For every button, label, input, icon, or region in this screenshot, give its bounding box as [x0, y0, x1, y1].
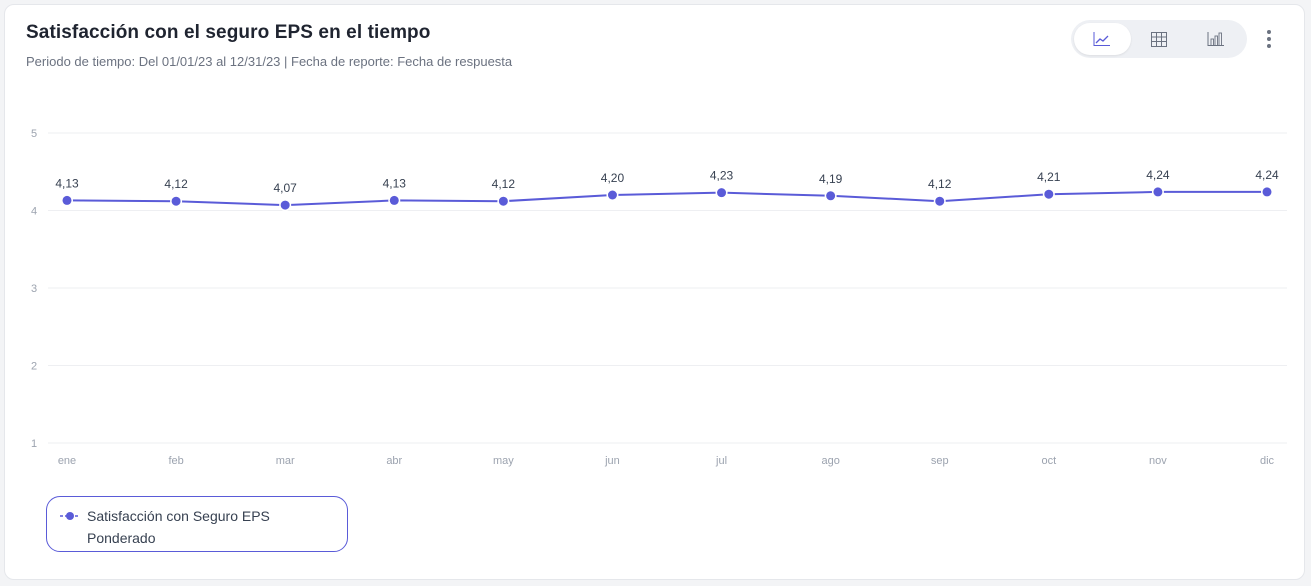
y-tick-label: 4 [31, 206, 37, 218]
bar-chart-icon [1207, 32, 1224, 46]
table-view-button[interactable] [1131, 23, 1188, 55]
chart-title: Satisfacción con el seguro EPS en el tie… [26, 22, 431, 43]
data-label: 4,07 [274, 181, 298, 195]
data-label: 4,21 [1037, 170, 1061, 184]
y-tick-label: 5 [31, 128, 37, 140]
chart-card [4, 4, 1305, 580]
chart-legend[interactable]: Satisfacción con Seguro EPS Ponderado [46, 496, 348, 552]
x-tick-label: sep [931, 455, 949, 467]
data-label: 4,20 [601, 171, 625, 185]
x-tick-label: feb [168, 455, 183, 467]
data-label: 4,23 [710, 169, 734, 183]
x-tick-label: nov [1149, 455, 1167, 467]
data-point [717, 188, 727, 198]
x-tick-label: jul [715, 455, 727, 467]
data-point [498, 196, 508, 206]
data-point [607, 190, 617, 200]
x-tick-label: mar [276, 455, 295, 467]
legend-series-label: Satisfacción con Seguro EPS Ponderado [87, 508, 270, 546]
data-label: 4,24 [1146, 168, 1170, 182]
data-label: 4,12 [928, 177, 952, 191]
chart-subtitle: Periodo de tiempo: Del 01/01/23 al 12/31… [26, 54, 513, 69]
x-tick-label: dic [1260, 455, 1275, 467]
data-point [62, 195, 72, 205]
y-tick-label: 1 [31, 438, 37, 450]
series-line [66, 190, 1267, 207]
data-point [280, 200, 290, 210]
data-point [935, 196, 945, 206]
bar-chart-view-button[interactable] [1187, 23, 1244, 55]
data-point [1044, 189, 1054, 199]
line-chart-view-button[interactable] [1074, 23, 1131, 55]
data-point [1262, 187, 1272, 197]
x-tick-label: may [493, 455, 514, 467]
table-icon [1151, 31, 1167, 47]
data-point [826, 191, 836, 201]
x-tick-label: ago [821, 455, 839, 467]
legend-series-marker [60, 512, 80, 520]
data-label: 4,13 [55, 176, 79, 190]
view-toggle [1071, 20, 1247, 58]
data-point [171, 196, 181, 206]
data-label: 4,12 [164, 177, 188, 191]
data-point [389, 195, 399, 205]
data-label: 4,24 [1255, 168, 1279, 182]
x-tick-label: ene [58, 455, 76, 467]
x-tick-label: jun [604, 455, 620, 467]
y-tick-label: 3 [31, 283, 37, 295]
x-tick-label: oct [1041, 455, 1056, 467]
y-tick-label: 2 [31, 361, 37, 373]
more-options-icon[interactable] [1262, 24, 1276, 54]
data-point [1153, 187, 1163, 197]
data-label: 4,13 [383, 176, 407, 190]
data-label: 4,19 [819, 172, 843, 186]
x-tick-label: abr [386, 455, 402, 467]
line-chart-icon [1093, 32, 1111, 46]
data-label: 4,12 [492, 177, 516, 191]
